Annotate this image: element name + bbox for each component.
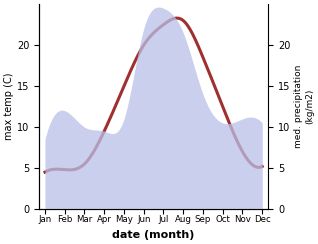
- Y-axis label: max temp (C): max temp (C): [4, 73, 14, 140]
- Y-axis label: med. precipitation
(kg/m2): med. precipitation (kg/m2): [294, 65, 314, 148]
- X-axis label: date (month): date (month): [113, 230, 195, 240]
